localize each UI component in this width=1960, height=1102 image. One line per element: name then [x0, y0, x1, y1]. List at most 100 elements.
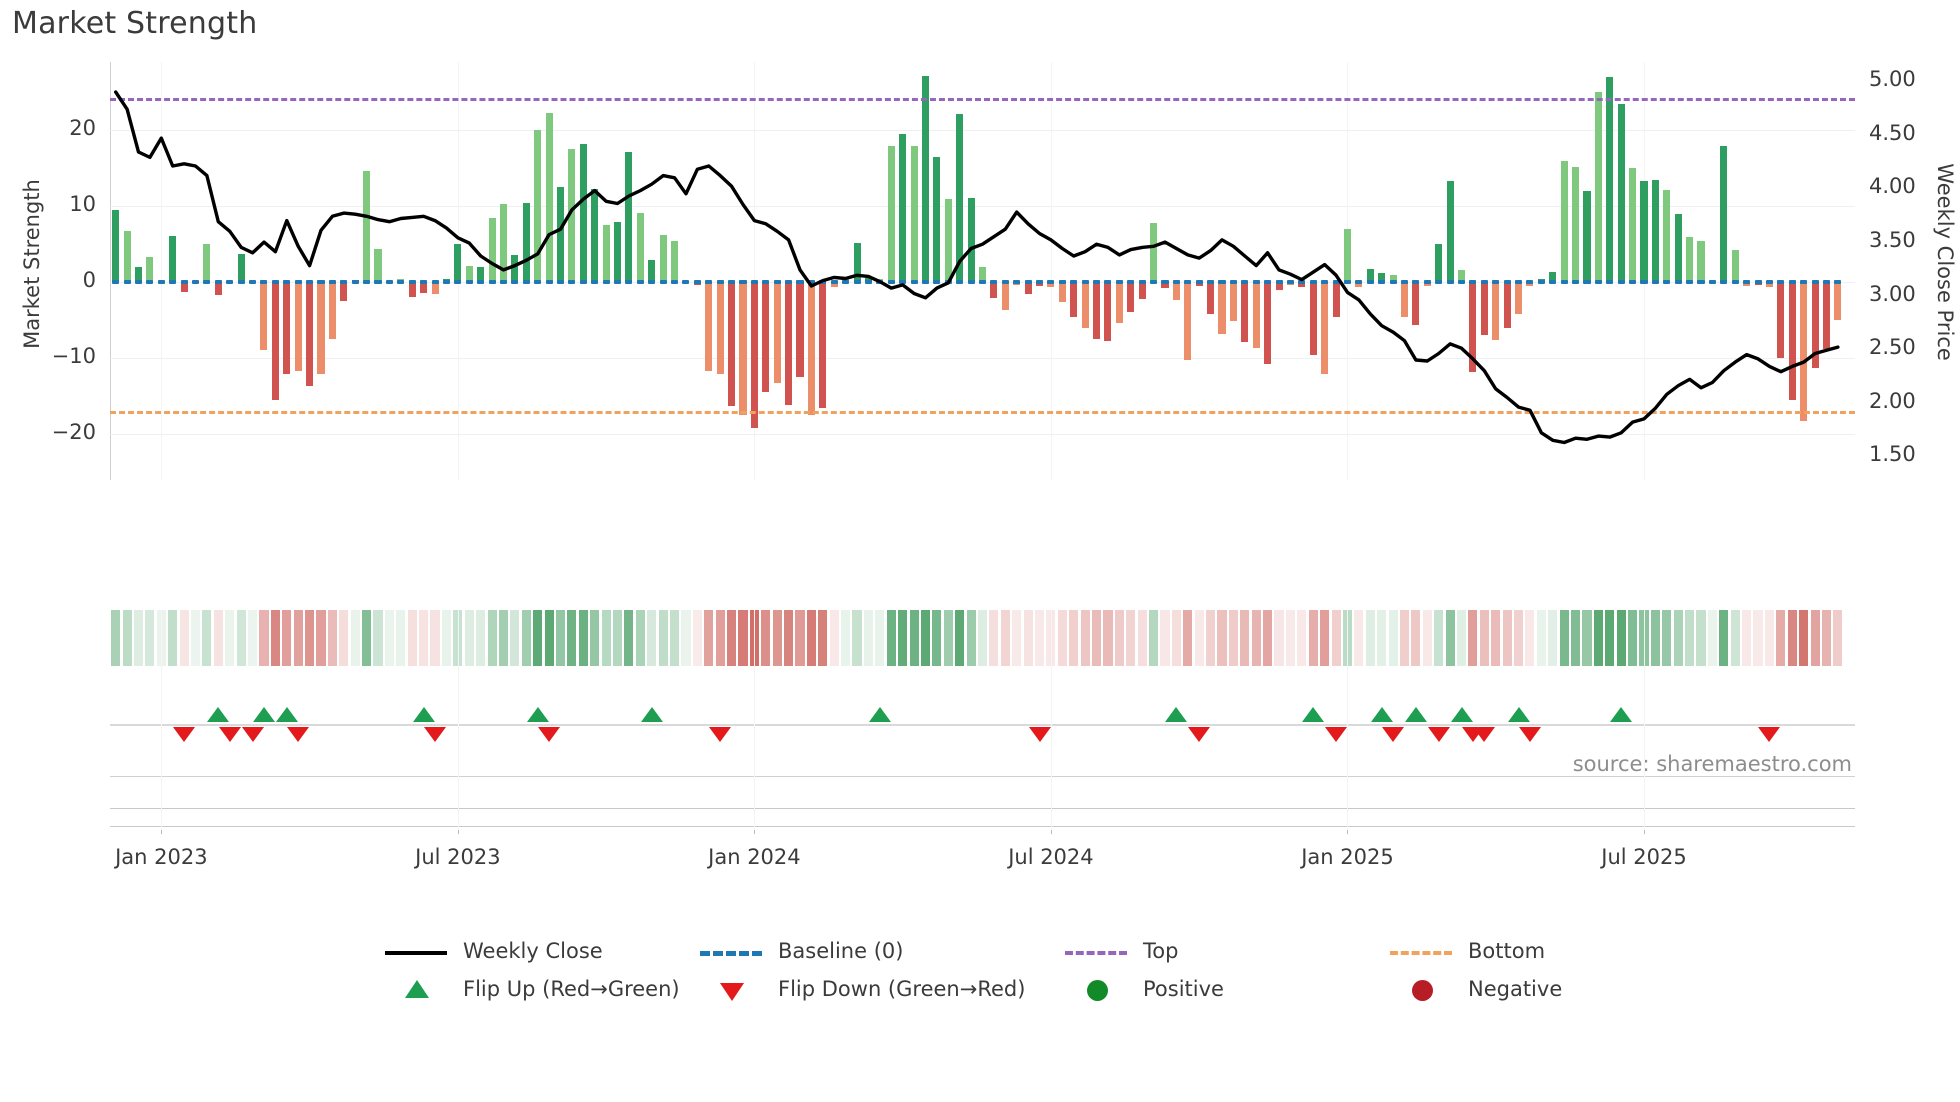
baseline-segment: [488, 280, 496, 285]
heatmap-cell: [1742, 610, 1752, 666]
baseline-segment: [1788, 280, 1796, 285]
baseline-segment: [340, 280, 348, 285]
baseline-segment: [465, 280, 473, 285]
heatmap-cell: [955, 610, 965, 666]
heatmap-cell: [1023, 610, 1033, 666]
bar: [1275, 282, 1283, 290]
heatmap-cell: [270, 610, 280, 666]
bar: [1127, 282, 1135, 313]
heatmap-cell: [1650, 610, 1660, 666]
bar: [933, 157, 941, 283]
baseline-segment: [978, 280, 987, 285]
heatmap-cell: [1217, 610, 1227, 666]
bar: [956, 113, 964, 283]
baseline-segment: [1435, 280, 1443, 285]
flip-up-marker: [1610, 707, 1633, 722]
baseline-segment: [1400, 280, 1409, 285]
heatmap-cell: [1833, 610, 1843, 666]
flip-down-marker: [173, 727, 196, 742]
bar: [1435, 244, 1443, 283]
x-tick-label: Jul 2025: [1601, 845, 1687, 869]
bar: [420, 282, 428, 294]
bar: [1412, 282, 1420, 325]
heatmap-cell: [1046, 610, 1056, 666]
bar: [146, 257, 154, 283]
heatmap-cell: [1114, 610, 1124, 666]
baseline-segment: [602, 280, 610, 285]
bar: [511, 255, 519, 283]
bar: [1389, 274, 1397, 283]
baseline-segment: [169, 280, 177, 285]
heatmap-cell: [1479, 610, 1489, 666]
heatmap-cell: [1069, 610, 1079, 666]
baseline-segment: [1035, 280, 1044, 285]
heatmap-cell: [1753, 610, 1763, 666]
heatmap-cell: [1308, 610, 1318, 666]
heatmap-cell: [567, 610, 577, 666]
bar: [1629, 167, 1637, 283]
heatmap-cell: [236, 610, 246, 666]
heatmap-cell: [841, 610, 851, 666]
baseline-segment: [1629, 280, 1637, 285]
baseline-segment: [705, 280, 713, 285]
baseline-segment: [1617, 280, 1625, 285]
x-tick-label: Jan 2023: [115, 845, 208, 869]
baseline-segment: [693, 280, 701, 285]
y-tick-left: −10: [51, 344, 96, 369]
bar: [1161, 282, 1169, 289]
bar: [1252, 282, 1260, 348]
baseline-segment: [1572, 280, 1580, 285]
weekly-close-path: [114, 90, 1840, 445]
heatmap-cell: [1034, 610, 1045, 666]
heatmap-cell: [806, 610, 816, 666]
heatmap-cell: [384, 610, 394, 666]
heatmap-cell: [1434, 610, 1444, 666]
heatmap-cell: [1787, 610, 1797, 666]
heatmap-cell: [669, 610, 680, 666]
bar: [328, 282, 336, 340]
baseline-segment: [1229, 280, 1237, 285]
bar: [260, 282, 268, 351]
bar: [1081, 282, 1089, 328]
baseline-segment: [1743, 280, 1751, 285]
heatmap-cell: [453, 610, 463, 666]
bar: [169, 236, 177, 283]
heatmap-cell: [818, 610, 828, 666]
flip-down-marker: [241, 727, 264, 742]
baseline-segment: [1332, 280, 1340, 285]
plot-border: [110, 62, 1855, 480]
baseline-segment: [420, 280, 428, 285]
baseline-segment: [1355, 280, 1363, 285]
x-axis-line: [110, 826, 1855, 827]
heatmap-cell: [1764, 610, 1774, 666]
baseline-segment: [317, 280, 325, 285]
bar: [1309, 282, 1317, 355]
bar: [1172, 282, 1180, 300]
legend-line-icon: [385, 951, 447, 955]
heatmap-cell: [1263, 610, 1273, 666]
baseline-segment: [1150, 280, 1158, 285]
x-tick-mark: [1347, 826, 1349, 834]
bar: [1834, 282, 1842, 321]
divider-line-bottom: [110, 808, 1855, 809]
baseline-segment: [306, 280, 314, 285]
heatmap-cell: [168, 610, 178, 666]
baseline-segment: [625, 280, 633, 285]
bar: [1207, 282, 1215, 315]
bar: [112, 210, 120, 283]
legend-label: Flip Down (Green→Red): [778, 977, 1026, 1001]
bar: [1195, 282, 1203, 287]
baseline-segment: [1754, 280, 1762, 285]
baseline-segment: [1549, 280, 1557, 285]
heatmap-cell: [704, 610, 714, 666]
baseline-segment: [408, 280, 416, 285]
heatmap-cell: [1057, 610, 1067, 666]
flip-down-marker: [218, 727, 241, 742]
y-axis-left-label: Market Strength: [20, 179, 44, 349]
bar: [534, 129, 542, 283]
bar: [1822, 282, 1830, 350]
baseline-segment: [1343, 280, 1351, 285]
heatmap-cell: [1593, 610, 1603, 666]
heatmap-cell: [761, 610, 771, 666]
heatmap-cell: [1799, 610, 1809, 666]
